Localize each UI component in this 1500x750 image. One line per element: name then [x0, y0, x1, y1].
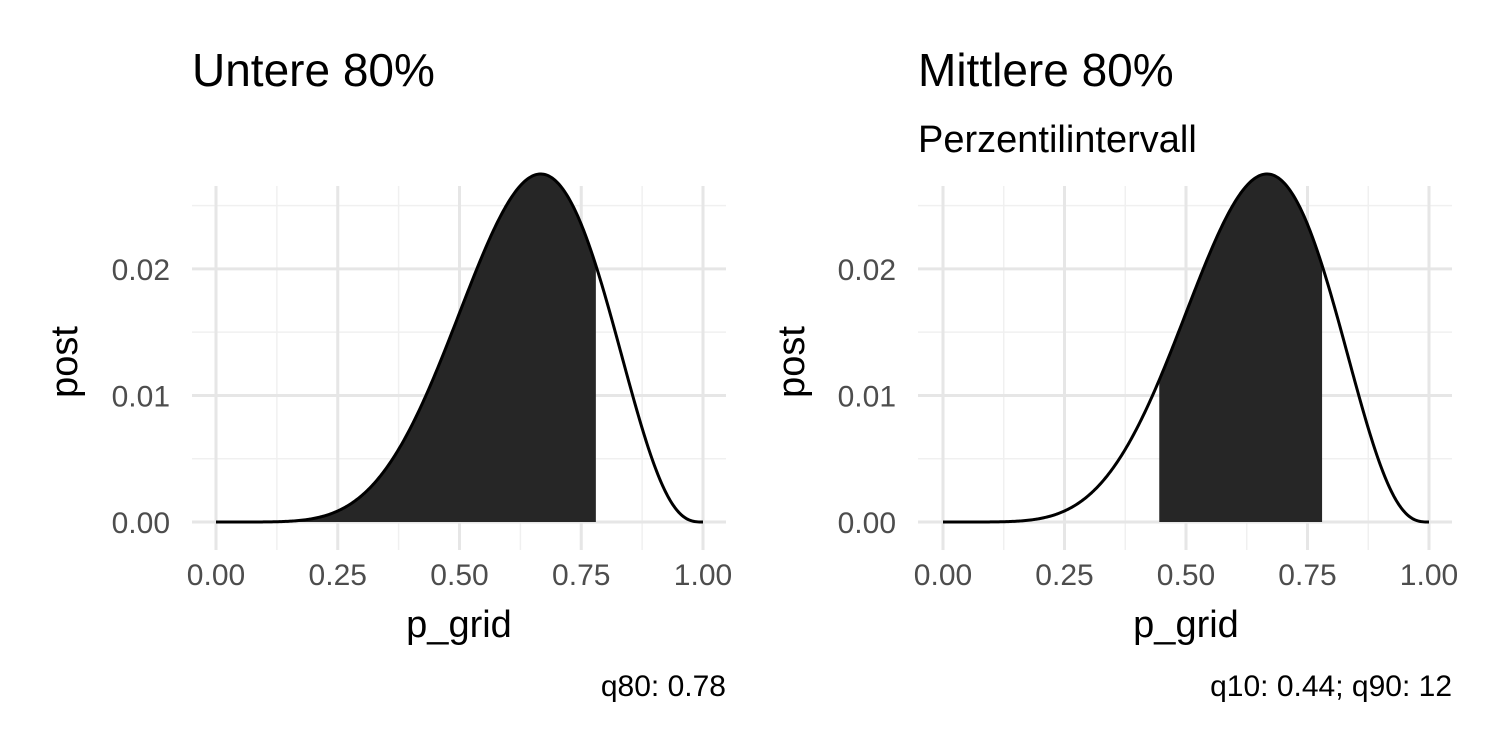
caption: q10: 0.44; q90: 12 — [1210, 670, 1452, 703]
x-tick-label: 0.50 — [430, 559, 488, 592]
plot-area: 0.00 0.25 0.50 0.75 1.00 0.00 0.01 0.02 — [838, 172, 1458, 592]
x-axis-label: p_grid — [406, 604, 512, 646]
y-tick-label: 0.02 — [838, 254, 896, 287]
density-line — [943, 172, 1429, 524]
y-axis-label: post — [44, 326, 86, 398]
panel-title: Untere 80% — [192, 44, 435, 96]
x-tick-label: 1.00 — [1400, 559, 1458, 592]
shaded-area — [1159, 174, 1323, 522]
y-tick-label: 0.00 — [112, 507, 170, 540]
panel-lower-80: Untere 80% 0.00 0.25 0.50 0.75 1.000.000.010… — [44, 44, 732, 703]
x-axis-label: p_grid — [1133, 604, 1239, 646]
panel-middle-80: Mittlere 80% Perzentilintervall 0.00 0.25… — [771, 44, 1458, 703]
plot-area: 0.00 0.25 0.50 0.75 1.00 0.00 0.01 0.02 — [112, 172, 732, 592]
x-tick-label: 0.25 — [309, 559, 367, 592]
y-tick-label: 0.00 — [838, 507, 896, 540]
panel-subtitle: Perzentilintervall — [918, 119, 1197, 161]
y-tick-label: 0.01 — [838, 380, 896, 413]
x-tick-label: 1.00 — [674, 559, 732, 592]
y-axis-label: post — [771, 326, 813, 398]
x-tick-label: 0.25 — [1035, 559, 1093, 592]
shaded-area — [216, 174, 596, 522]
density-line — [216, 172, 703, 524]
x-tick-label: 0.00 — [187, 559, 245, 592]
y-tick-label: 0.01 — [112, 380, 170, 413]
panel-title: Mittlere 80% — [918, 44, 1174, 96]
y-tick-label: 0.02 — [112, 254, 170, 287]
x-tick-label: 0.75 — [552, 559, 610, 592]
x-tick-label: 0.50 — [1157, 559, 1215, 592]
caption: q80: 0.78 — [601, 670, 726, 703]
x-tick-label: 0.00 — [914, 559, 972, 592]
x-tick-label: 0.75 — [1278, 559, 1336, 592]
